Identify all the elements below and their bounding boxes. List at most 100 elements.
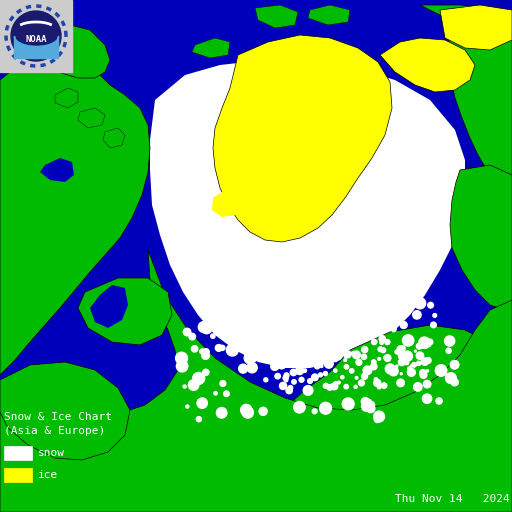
Circle shape [193, 372, 205, 385]
Circle shape [412, 362, 416, 367]
Circle shape [384, 355, 391, 361]
Circle shape [451, 378, 458, 386]
Circle shape [298, 348, 308, 357]
Circle shape [428, 302, 434, 308]
Circle shape [189, 333, 196, 340]
Circle shape [207, 313, 212, 318]
Circle shape [272, 357, 281, 366]
Circle shape [400, 346, 405, 351]
Circle shape [436, 398, 442, 404]
Circle shape [361, 402, 371, 411]
Circle shape [177, 360, 188, 372]
Circle shape [416, 352, 423, 359]
Circle shape [450, 360, 459, 369]
Circle shape [308, 379, 312, 383]
Circle shape [284, 373, 289, 378]
Polygon shape [212, 190, 242, 217]
Circle shape [242, 407, 253, 418]
Circle shape [334, 381, 337, 385]
Circle shape [274, 315, 285, 326]
Circle shape [327, 385, 333, 390]
Circle shape [352, 351, 356, 356]
Circle shape [374, 416, 380, 422]
Circle shape [400, 322, 407, 329]
Circle shape [197, 398, 207, 409]
Circle shape [292, 379, 296, 384]
Text: Thu Nov 14   2024: Thu Nov 14 2024 [395, 494, 510, 504]
Circle shape [226, 344, 238, 356]
Circle shape [446, 348, 451, 353]
Circle shape [260, 347, 267, 354]
Circle shape [202, 324, 212, 334]
Circle shape [290, 369, 296, 376]
Polygon shape [0, 58, 150, 375]
Circle shape [272, 333, 280, 340]
Circle shape [425, 357, 431, 364]
Circle shape [398, 359, 406, 366]
Text: snow: snow [38, 448, 65, 458]
Circle shape [375, 412, 382, 418]
Bar [4, 446, 32, 460]
Circle shape [374, 411, 385, 422]
Circle shape [283, 324, 287, 328]
Text: ice: ice [38, 470, 58, 480]
Text: (Asia & Europe): (Asia & Europe) [4, 426, 105, 436]
Polygon shape [380, 38, 475, 92]
Circle shape [371, 364, 377, 370]
Circle shape [384, 356, 388, 359]
Circle shape [241, 404, 252, 416]
Text: NOAA: NOAA [25, 35, 47, 45]
Circle shape [335, 306, 346, 317]
Circle shape [202, 352, 209, 359]
Circle shape [395, 350, 399, 354]
Circle shape [355, 376, 358, 379]
Circle shape [385, 319, 389, 324]
Circle shape [234, 337, 241, 344]
Circle shape [303, 386, 313, 395]
Polygon shape [90, 285, 128, 328]
Circle shape [353, 351, 360, 359]
Circle shape [413, 311, 421, 319]
Circle shape [264, 345, 274, 355]
Circle shape [416, 343, 422, 349]
Circle shape [280, 382, 287, 390]
Circle shape [444, 336, 455, 346]
Circle shape [339, 352, 342, 354]
Polygon shape [103, 128, 125, 148]
Circle shape [309, 351, 315, 357]
Circle shape [286, 388, 292, 394]
Circle shape [300, 304, 306, 310]
Polygon shape [450, 165, 512, 310]
Circle shape [377, 386, 381, 389]
Polygon shape [0, 362, 130, 460]
Polygon shape [40, 158, 74, 182]
Circle shape [408, 369, 415, 376]
Circle shape [422, 394, 432, 403]
Circle shape [196, 417, 201, 422]
Circle shape [385, 339, 390, 345]
Circle shape [188, 380, 199, 390]
Circle shape [271, 362, 279, 370]
Circle shape [265, 303, 270, 308]
Circle shape [299, 377, 304, 382]
Circle shape [361, 340, 364, 343]
Circle shape [421, 358, 429, 365]
Circle shape [398, 352, 407, 360]
Circle shape [387, 367, 393, 373]
Circle shape [217, 408, 227, 418]
Circle shape [389, 367, 398, 376]
Circle shape [240, 331, 248, 339]
Circle shape [220, 345, 225, 350]
Circle shape [344, 359, 347, 361]
Circle shape [310, 359, 313, 362]
Circle shape [367, 401, 375, 409]
Polygon shape [0, 25, 110, 78]
Circle shape [325, 359, 333, 368]
Circle shape [278, 361, 286, 369]
Circle shape [183, 385, 186, 388]
Circle shape [319, 402, 332, 414]
Circle shape [303, 369, 307, 372]
Circle shape [323, 354, 328, 360]
Circle shape [247, 362, 257, 373]
Circle shape [324, 372, 328, 376]
